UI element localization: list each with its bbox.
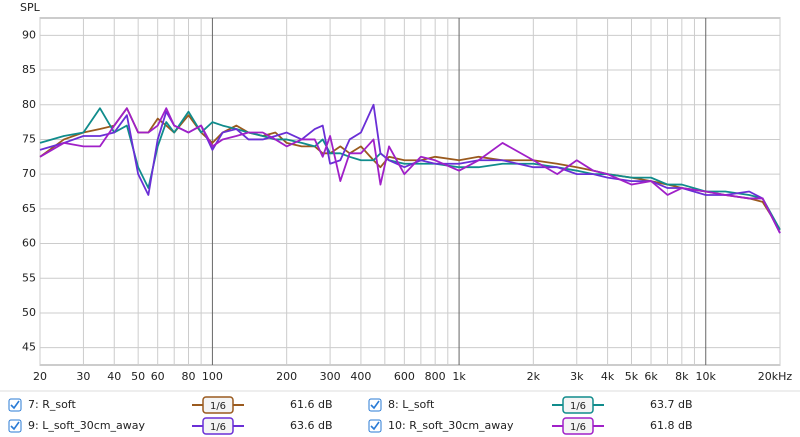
smoothing-label: 1/6 — [570, 401, 586, 412]
checkbox-tick[interactable] — [370, 400, 380, 410]
y-tick-label: 45 — [22, 341, 36, 354]
y-tick-label: 90 — [22, 28, 36, 41]
smoothing-label: 1/6 — [570, 422, 586, 433]
legend-label: 7: R_soft — [28, 398, 76, 411]
level-label: 63.7 dB — [650, 398, 693, 411]
y-tick-label: 65 — [22, 202, 36, 215]
legend-label: 10: R_soft_30cm_away — [388, 419, 514, 432]
x-tick-label: 3k — [570, 370, 584, 383]
plot-area — [39, 17, 781, 366]
x-tick-label: 400 — [350, 370, 371, 383]
x-tick-label: 20 — [33, 370, 47, 383]
smoothing-button[interactable] — [202, 417, 234, 435]
legend-label: 9: L_soft_30cm_away — [28, 419, 146, 432]
level-label: 61.6 dB — [290, 398, 333, 411]
x-tick-label: 5k — [625, 370, 639, 383]
checkbox[interactable] — [8, 398, 22, 412]
x-tick-label: 40 — [107, 370, 121, 383]
x-tick-label: 600 — [394, 370, 415, 383]
y-tick-label: 55 — [22, 271, 36, 284]
x-tick-label: 50 — [131, 370, 145, 383]
level-label: 63.6 dB — [290, 419, 333, 432]
x-tick-label: 10k — [696, 370, 717, 383]
smoothing-label: 1/6 — [210, 401, 226, 412]
x-tick-label: 100 — [202, 370, 223, 383]
x-tick-label: 300 — [320, 370, 341, 383]
checkbox-tick[interactable] — [370, 421, 380, 431]
level-label: 61.8 dB — [650, 419, 693, 432]
y-tick-label: 50 — [22, 306, 36, 319]
x-tick-label: 200 — [276, 370, 297, 383]
checkbox[interactable] — [368, 398, 382, 412]
y-tick-label: 70 — [22, 167, 36, 180]
x-tick-label: 800 — [425, 370, 446, 383]
y-tick-label: 80 — [22, 98, 36, 111]
series-line — [39, 107, 781, 231]
series-line — [39, 107, 781, 234]
x-tick-label: 2k — [527, 370, 541, 383]
y-axis-label: SPL — [20, 1, 41, 14]
x-tick-label: 30 — [76, 370, 90, 383]
checkbox[interactable] — [8, 419, 22, 433]
x-tick-label: 20kHz — [758, 370, 793, 383]
y-tick-label: 60 — [22, 237, 36, 250]
checkbox-tick[interactable] — [10, 400, 20, 410]
smoothing-button[interactable] — [562, 396, 594, 414]
y-tick-label: 75 — [22, 132, 36, 145]
x-tick-label: 1k — [452, 370, 466, 383]
checkbox-tick[interactable] — [10, 421, 20, 431]
smoothing-label: 1/6 — [210, 422, 226, 433]
series-line — [39, 103, 781, 234]
x-tick-label: 60 — [151, 370, 165, 383]
x-tick-label: 4k — [601, 370, 615, 383]
x-tick-label: 6k — [644, 370, 658, 383]
x-tick-label: 80 — [182, 370, 196, 383]
x-tick-label: 8k — [675, 370, 689, 383]
legend-label: 8: L_soft — [388, 398, 435, 411]
smoothing-button[interactable] — [562, 417, 594, 435]
checkbox[interactable] — [368, 419, 382, 433]
y-tick-label: 85 — [22, 63, 36, 76]
smoothing-button[interactable] — [202, 396, 234, 414]
